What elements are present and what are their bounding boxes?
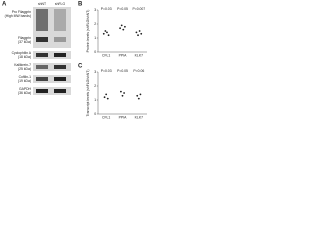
blot: [33, 75, 71, 83]
band: [54, 77, 66, 81]
x-tick-label: KLK7: [135, 115, 143, 119]
y-tick-label: 3: [94, 70, 96, 74]
y-tick-label: 0: [94, 50, 96, 54]
band: [54, 89, 66, 93]
panel-label: C: [78, 64, 83, 70]
panel-label: B: [78, 2, 83, 8]
p-value: P=0.06: [133, 69, 144, 73]
data-point: [137, 34, 139, 37]
row-size: (25 kDa): [18, 67, 31, 71]
band: [36, 37, 48, 42]
data-point: [105, 93, 108, 96]
band: [36, 9, 48, 31]
x-tick-label: CFL1: [102, 53, 110, 57]
x-tick-label: PPIA: [119, 115, 127, 119]
x-tick-label: PPIA: [119, 53, 127, 57]
row-label: Pro Filaggrin: [12, 10, 31, 14]
data-point: [136, 94, 139, 97]
p-value: P=0.007: [132, 7, 145, 11]
data-point: [124, 25, 126, 28]
data-point: [120, 24, 123, 27]
data-point: [138, 30, 141, 32]
data-point: [139, 93, 142, 96]
band: [36, 65, 48, 69]
data-point: [104, 30, 107, 32]
data-point: [106, 31, 108, 34]
band: [36, 53, 48, 57]
row-label: GAPDH: [19, 87, 32, 91]
row-size: (36 kDa): [18, 91, 31, 95]
y-axis-label: Protein levels (shFLG/shNT): [86, 10, 90, 53]
y-tick-label: 3: [94, 8, 96, 12]
page: A shNT shFLG Pro Filaggrin (High MW band…: [2, 1, 147, 120]
data-point: [102, 32, 105, 35]
figure: A shNT shFLG Pro Filaggrin (High MW band…: [2, 2, 147, 119]
band: [36, 77, 48, 81]
x-tick-label: CFL1: [102, 115, 110, 119]
row-label: Kallikrein-7: [14, 63, 31, 67]
row-label: Cofilin-1: [19, 75, 32, 79]
y-tick-label: 1: [94, 98, 96, 102]
data-point: [122, 28, 125, 31]
lane-label: shNT: [38, 2, 46, 6]
p-value: P=0.03: [101, 69, 112, 73]
y-tick-label: 0: [94, 112, 96, 116]
blot: [33, 51, 71, 59]
blot: [33, 87, 71, 95]
data-point: [106, 97, 109, 100]
data-point: [120, 90, 122, 93]
blot: [33, 63, 71, 71]
panel-label: A: [2, 2, 7, 8]
data-point: [107, 34, 110, 37]
data-point: [135, 31, 138, 34]
data-point: [137, 97, 140, 100]
band: [54, 65, 66, 69]
data-point: [123, 92, 125, 94]
p-value: P=0.05: [117, 7, 128, 11]
row-label: Cyclophilin A: [12, 51, 32, 55]
y-tick-label: 2: [94, 84, 96, 88]
band: [54, 37, 66, 42]
row-size: (37 kDa): [18, 40, 31, 44]
row-label: Filaggrin: [18, 36, 31, 40]
p-value: P=0.05: [117, 69, 128, 73]
band: [36, 89, 48, 93]
y-tick-label: 2: [94, 22, 96, 26]
p-value: P=0.03: [101, 7, 112, 11]
y-tick-label: 1: [94, 36, 96, 40]
band: [54, 53, 66, 57]
data-point: [119, 27, 121, 30]
row-size: (High MW bands): [5, 14, 31, 18]
data-point: [103, 96, 106, 99]
y-axis-label: Transcript levels (shFLG/shNT): [86, 70, 90, 117]
data-point: [121, 94, 124, 97]
x-tick-label: KLK7: [135, 53, 143, 57]
lane-label: shFLG: [55, 2, 66, 6]
row-size: (18 kDa): [18, 55, 31, 59]
data-point: [140, 32, 143, 35]
row-size: (19 kDa): [18, 79, 31, 83]
band: [54, 9, 66, 31]
